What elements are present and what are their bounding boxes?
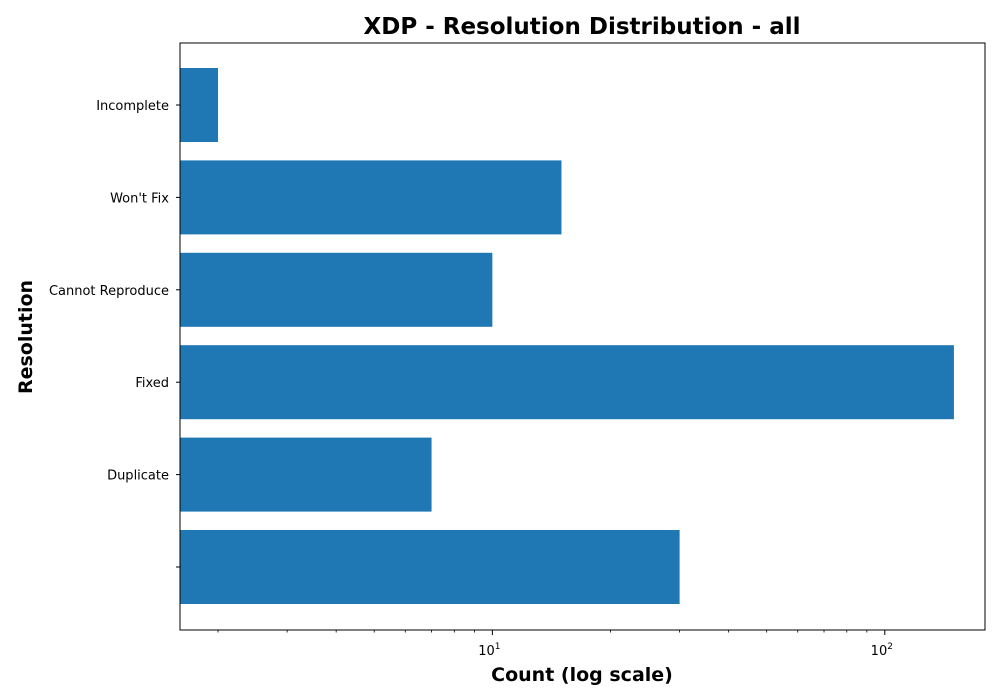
bar	[180, 345, 954, 420]
y-tick-label: Fixed	[135, 376, 169, 391]
bar	[180, 252, 493, 327]
x-axis-label: Count (log scale)	[491, 664, 673, 686]
bar	[180, 160, 562, 235]
y-axis-label: Resolution	[15, 280, 37, 394]
y-tick-label: Won't Fix	[110, 191, 169, 206]
bar	[180, 437, 432, 512]
bars-group	[180, 68, 954, 604]
x-tick-label: 102	[871, 642, 893, 659]
x-tick-label: 101	[478, 642, 500, 659]
y-tick-label: Cannot Reproduce	[49, 284, 169, 299]
x-axis-ticks: 101 102	[217, 630, 893, 659]
y-tick-label: Incomplete	[96, 99, 169, 114]
plot-frame	[179, 42, 986, 631]
bar	[180, 68, 219, 142]
bar	[180, 530, 680, 604]
y-axis-ticks: Duplicate Fixed Cannot Reproduce Won't Fix I…	[49, 99, 180, 568]
y-tick-label: Duplicate	[107, 469, 169, 484]
chart-title: XDP - Resolution Distribution - all	[364, 14, 801, 40]
